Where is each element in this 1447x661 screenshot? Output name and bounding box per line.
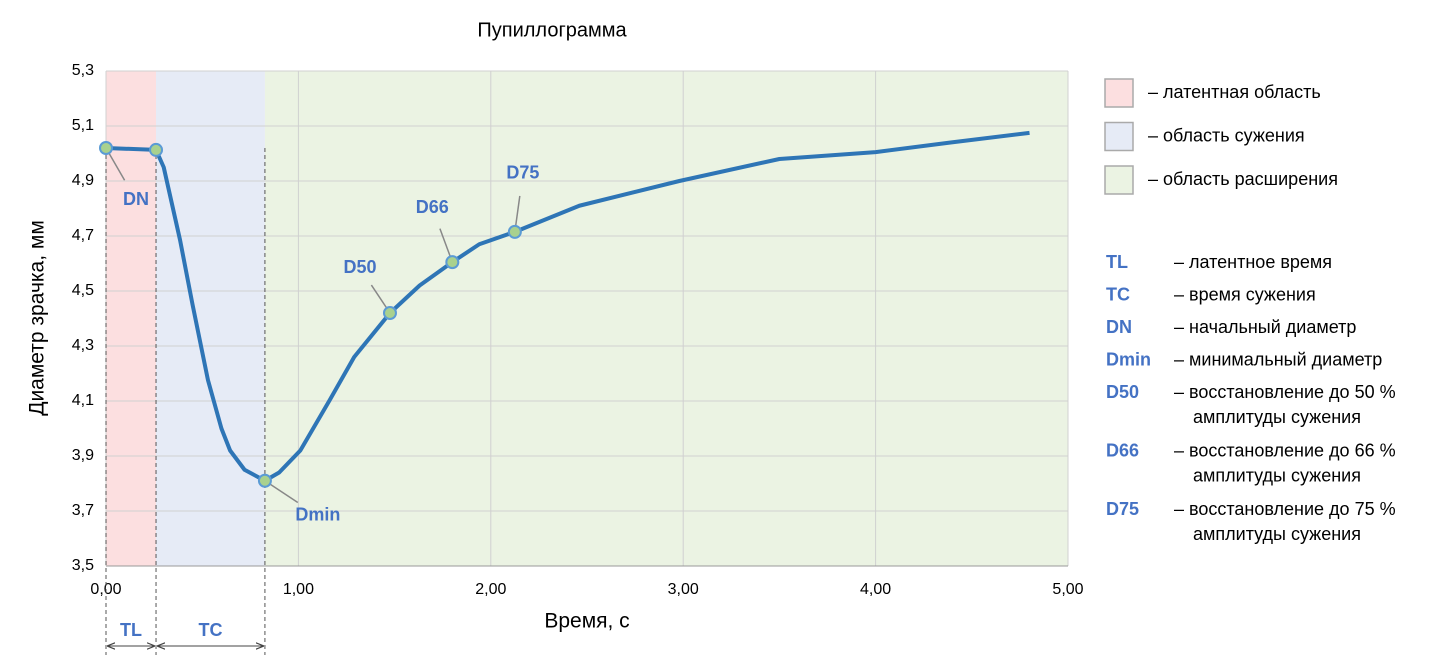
glossary-text: – минимальный диаметр bbox=[1174, 349, 1382, 369]
legend-swatch bbox=[1104, 121, 1134, 152]
y-tick-label: 3,5 bbox=[72, 557, 94, 574]
legend-swatch bbox=[1104, 78, 1134, 108]
x-tick-label: 5,00 bbox=[1052, 581, 1083, 598]
region bbox=[106, 71, 157, 566]
point-marker bbox=[507, 224, 522, 239]
interval-label: TC bbox=[198, 620, 222, 640]
y-tick-label: 4,5 bbox=[72, 282, 94, 299]
x-tick-label: 4,00 bbox=[860, 581, 891, 598]
point-marker bbox=[149, 142, 164, 157]
glossary-term: D66 bbox=[1106, 440, 1139, 460]
chart-title: Пупиллограмма bbox=[477, 19, 627, 41]
y-tick-label: 5,1 bbox=[72, 117, 94, 134]
glossary-text: амплитуды сужения bbox=[1193, 465, 1361, 485]
y-tick-label: 4,1 bbox=[72, 392, 94, 409]
glossary-text: амплитуды сужения bbox=[1193, 524, 1361, 544]
glossary-text: амплитуды сужения bbox=[1193, 407, 1361, 427]
point-marker bbox=[257, 473, 272, 488]
y-tick-label: 3,7 bbox=[72, 502, 94, 519]
x-axis-title: Время, с bbox=[544, 610, 629, 633]
region bbox=[264, 71, 1069, 566]
data-line bbox=[105, 130, 1030, 483]
point-label: DN bbox=[123, 189, 149, 209]
glossary-term: DN bbox=[1106, 317, 1132, 337]
point-label: D66 bbox=[416, 197, 449, 217]
x-tick-label: 3,00 bbox=[668, 581, 699, 598]
y-tick-label: 4,9 bbox=[72, 172, 94, 189]
glossary-text: – восстановление до 50 % bbox=[1174, 382, 1396, 402]
y-axis-title: Диаметр зрачка, мм bbox=[26, 220, 49, 416]
y-tick-label: 4,3 bbox=[72, 337, 94, 354]
glossary-text: – время сужения bbox=[1174, 284, 1316, 304]
x-tick-label: 1,00 bbox=[283, 581, 314, 598]
y-tick-label: 4,7 bbox=[72, 227, 94, 244]
glossary-term: TL bbox=[1106, 252, 1128, 272]
glossary-text: – восстановление до 66 % bbox=[1174, 440, 1396, 460]
y-tick-label: 5,3 bbox=[72, 62, 94, 79]
x-tick-label: 2,00 bbox=[475, 581, 506, 598]
point-marker bbox=[382, 306, 397, 320]
glossary-text: – начальный диаметр bbox=[1174, 317, 1356, 337]
glossary-text: – восстановление до 75 % bbox=[1174, 499, 1396, 519]
glossary-term: D75 bbox=[1106, 499, 1139, 519]
glossary-text: – латентное время bbox=[1174, 252, 1332, 272]
glossary-term: TC bbox=[1106, 284, 1130, 304]
glossary-term: D50 bbox=[1106, 382, 1139, 402]
point-marker bbox=[445, 255, 460, 270]
point-label: D50 bbox=[343, 257, 376, 277]
legend-label: – латентная область bbox=[1148, 82, 1321, 102]
legend-swatch bbox=[1104, 165, 1134, 195]
y-tick-label: 3,9 bbox=[72, 447, 94, 464]
legend-label: – область расширения bbox=[1148, 169, 1338, 189]
legend-label: – область сужения bbox=[1148, 125, 1305, 145]
point-marker bbox=[99, 141, 113, 155]
glossary-term: Dmin bbox=[1106, 349, 1151, 369]
point-label: D75 bbox=[506, 163, 539, 183]
point-label: Dmin bbox=[295, 505, 340, 525]
region bbox=[156, 71, 265, 566]
interval-label: TL bbox=[120, 620, 142, 640]
